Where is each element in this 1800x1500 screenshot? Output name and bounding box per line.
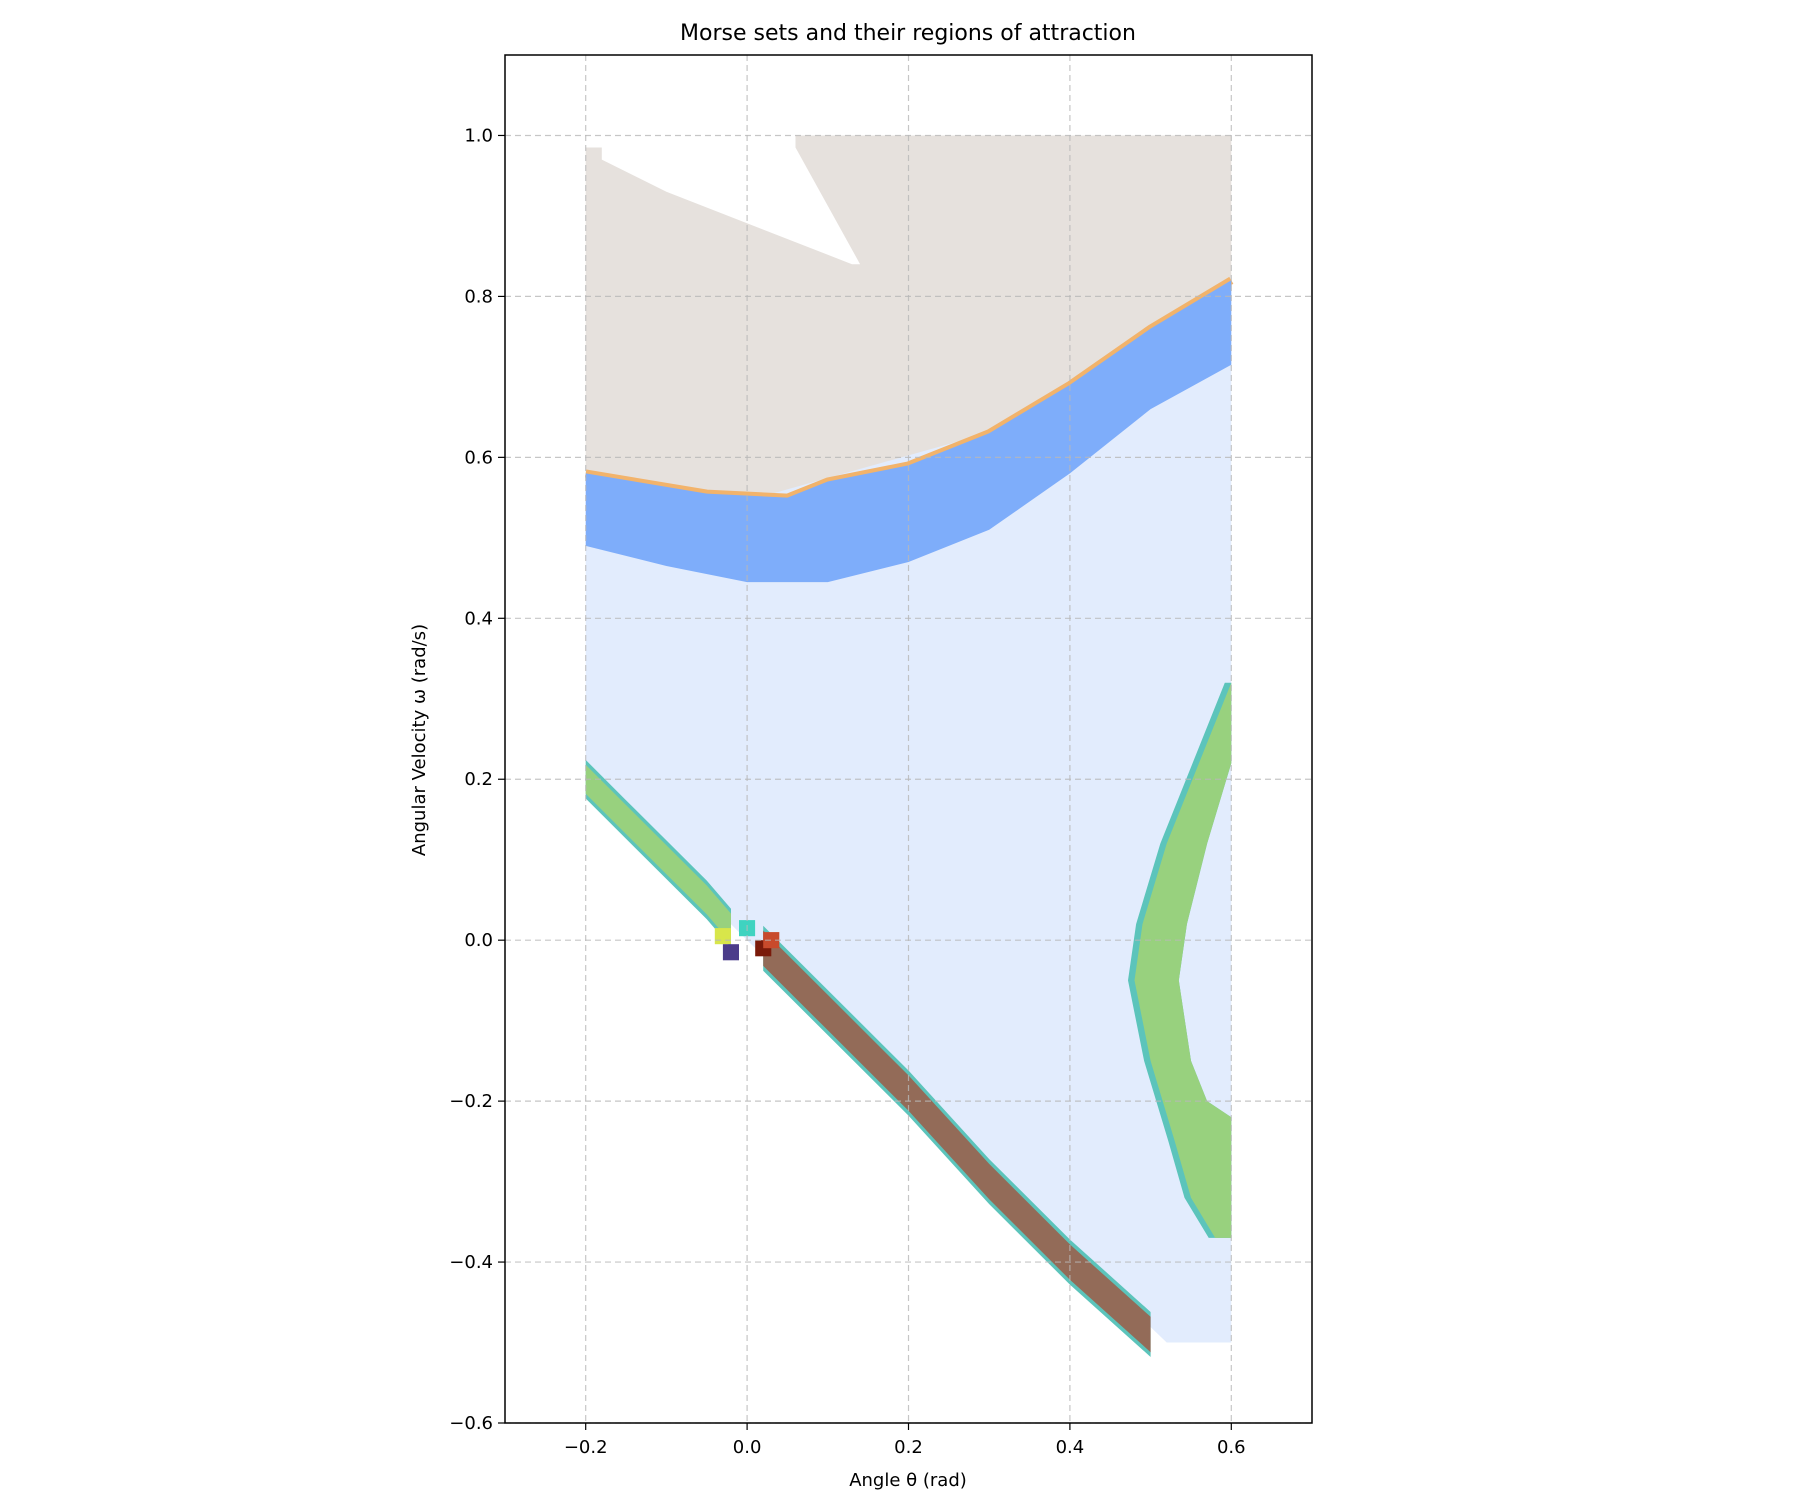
center-cell-2 xyxy=(714,928,731,945)
top-basin-gap xyxy=(601,147,861,265)
right-green-band-region xyxy=(1134,682,1232,1238)
center-cell-1 xyxy=(763,932,780,949)
y-tick-label-3: 0.0 xyxy=(464,930,493,951)
y-axis-label: Angular Velocity ω (rad/s) xyxy=(409,624,430,856)
y-axis-ticks: −0.6 −0.4 −0.2 0.0 0.2 0.4 0.6 0.8 1.0 xyxy=(449,125,505,1434)
center-cell-3 xyxy=(722,944,739,961)
chart-title: Morse sets and their regions of attracti… xyxy=(680,21,1136,46)
x-tick-label-2: 0.2 xyxy=(894,1437,923,1458)
x-tick-label-1: 0.0 xyxy=(733,1437,762,1458)
brown-band-region xyxy=(763,930,1151,1353)
x-tick-label-0: −0.2 xyxy=(564,1437,608,1458)
y-tick-label-5: 0.4 xyxy=(464,608,493,629)
plot-area xyxy=(504,54,1313,1424)
left-green-band-region xyxy=(585,764,731,943)
x-tick-label-3: 0.4 xyxy=(1056,1437,1085,1458)
y-tick-label-2: −0.2 xyxy=(449,1091,493,1112)
x-tick-label-4: 0.6 xyxy=(1217,1437,1246,1458)
y-tick-label-4: 0.2 xyxy=(464,769,493,790)
y-tick-label-6: 0.6 xyxy=(464,447,493,468)
y-tick-label-8: 1.0 xyxy=(464,125,493,146)
x-axis-label: Angle θ (rad) xyxy=(849,1470,967,1491)
x-axis-ticks: −0.2 0.0 0.2 0.4 0.6 xyxy=(564,1423,1246,1458)
y-tick-label-0: −0.6 xyxy=(449,1413,493,1434)
y-tick-label-7: 0.8 xyxy=(464,286,493,307)
y-tick-label-1: −0.4 xyxy=(449,1252,493,1273)
